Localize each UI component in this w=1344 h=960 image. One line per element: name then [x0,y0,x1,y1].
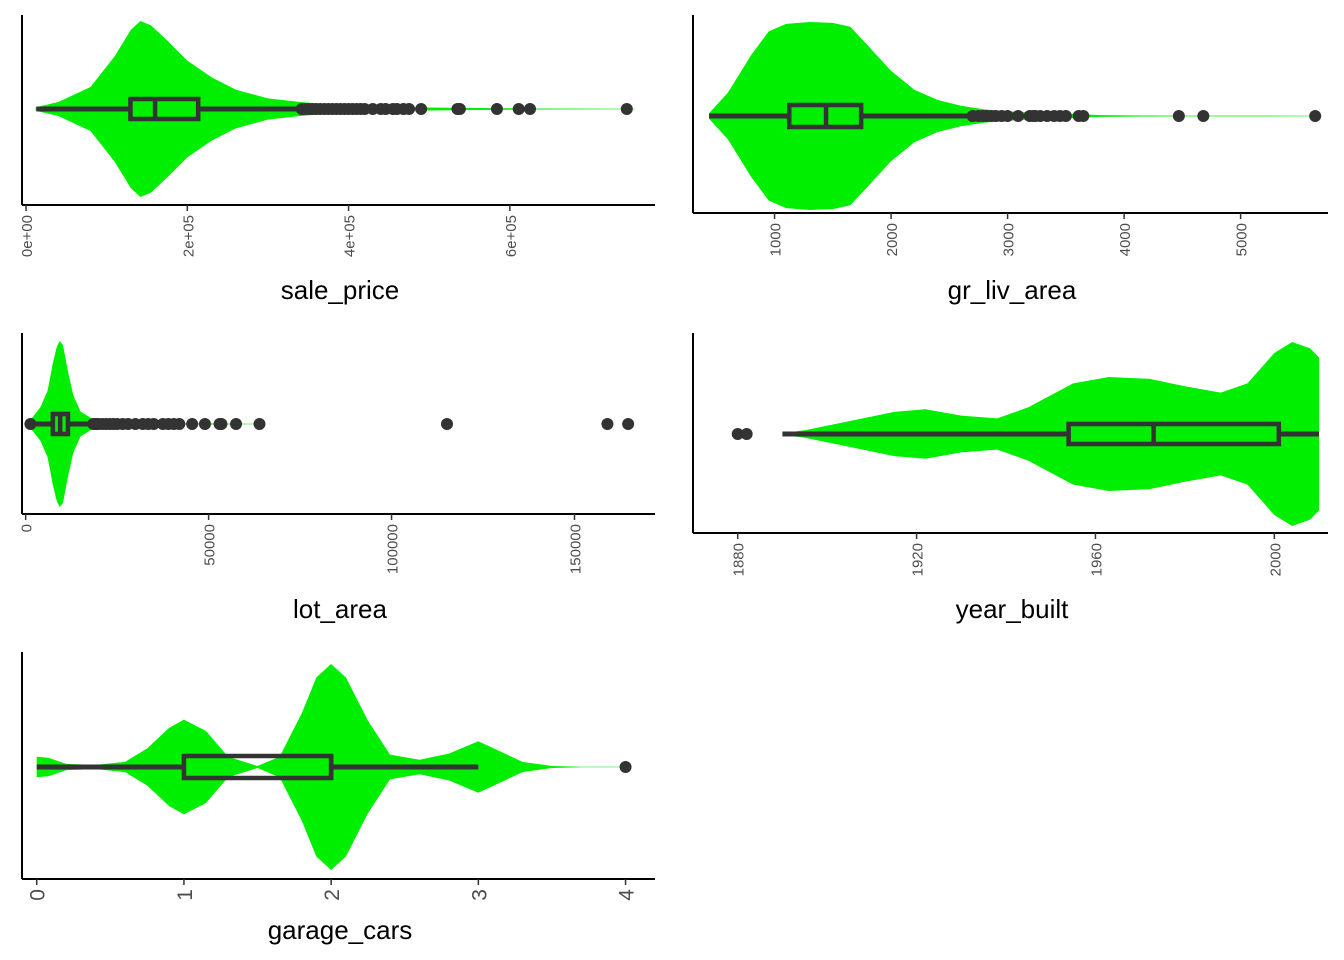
outlier-point [147,418,160,430]
x-axis-title: sale_price [281,275,400,305]
outlier-point [1309,110,1322,122]
outlier-point [173,418,186,430]
outlier-point [1012,110,1025,122]
x-tick-label: 3 [468,889,491,901]
x-tick-label: 4000 [1117,223,1134,256]
box-iqr [1066,421,1282,447]
x-tick-label: 2 [321,889,344,901]
outlier-point [619,761,632,773]
panel-sale-price: 0e+00 2e+05 4e+05 6e+05 sale_price [19,15,655,305]
outlier-point [601,418,614,430]
panel-garage-cars: 0 1 2 3 4 garage_cars [21,652,655,945]
x-tick-label: 50000 [202,524,219,566]
outlier-point [1077,110,1090,122]
outlier-point [620,103,633,115]
outlier-point [731,428,744,440]
x-tick-label: 4e+05 [342,215,359,257]
outlier-point [24,418,37,430]
panel-lot-area: 0 50000 100000 150000 lot_area [19,333,655,624]
outlier-point [230,418,243,430]
x-tick-label: 2e+05 [180,215,197,257]
panel-gr-liv-area: 1000 2000 3000 4000 5000 gr_liv_area [692,15,1328,305]
x-tick-label: 2000 [1267,543,1284,576]
outlier-point [186,418,199,430]
x-tick-label: 2000 [884,223,901,256]
x-axis-title: lot_area [293,594,387,624]
x-tick-label: 1000 [768,223,785,256]
x-tick-label: 0 [27,889,50,901]
outlier-point [1001,110,1014,122]
box-iqr [128,96,201,122]
outlier-point [403,103,416,115]
outlier-point [440,418,453,430]
outlier-point [740,428,753,440]
x-tick-label: 4 [616,889,639,901]
x-tick-label: 1 [174,889,197,901]
x-tick-label: 150000 [568,524,585,574]
outlier-point [1172,110,1185,122]
x-axis-title: gr_liv_area [948,275,1077,305]
x-tick-label: 1960 [1088,543,1105,576]
outlier-point [215,418,228,430]
outlier-point [253,418,266,430]
outlier-point [1197,110,1210,122]
x-tick-label: 1920 [910,543,927,576]
x-axis-title: garage_cars [268,915,413,945]
outlier-point [622,418,635,430]
outlier-point [198,418,211,430]
x-tick-label: 5000 [1234,223,1251,256]
outlier-point [512,103,525,115]
outlier-point [453,103,466,115]
x-tick-label: 100000 [385,524,402,574]
x-tick-label: 3000 [1001,223,1018,256]
outlier-point [1059,110,1072,122]
outlier-point [415,103,428,115]
x-axis-title: year_built [956,594,1070,624]
x-tick-label: 0e+00 [19,215,36,257]
outlier-point [524,103,537,115]
x-tick-label: 1880 [731,543,748,576]
outlier-point [490,103,503,115]
x-tick-label: 0 [19,524,36,532]
panel-year-built: 1880 1920 1960 2000 year_built [692,333,1328,624]
x-tick-label: 6e+05 [503,215,520,257]
